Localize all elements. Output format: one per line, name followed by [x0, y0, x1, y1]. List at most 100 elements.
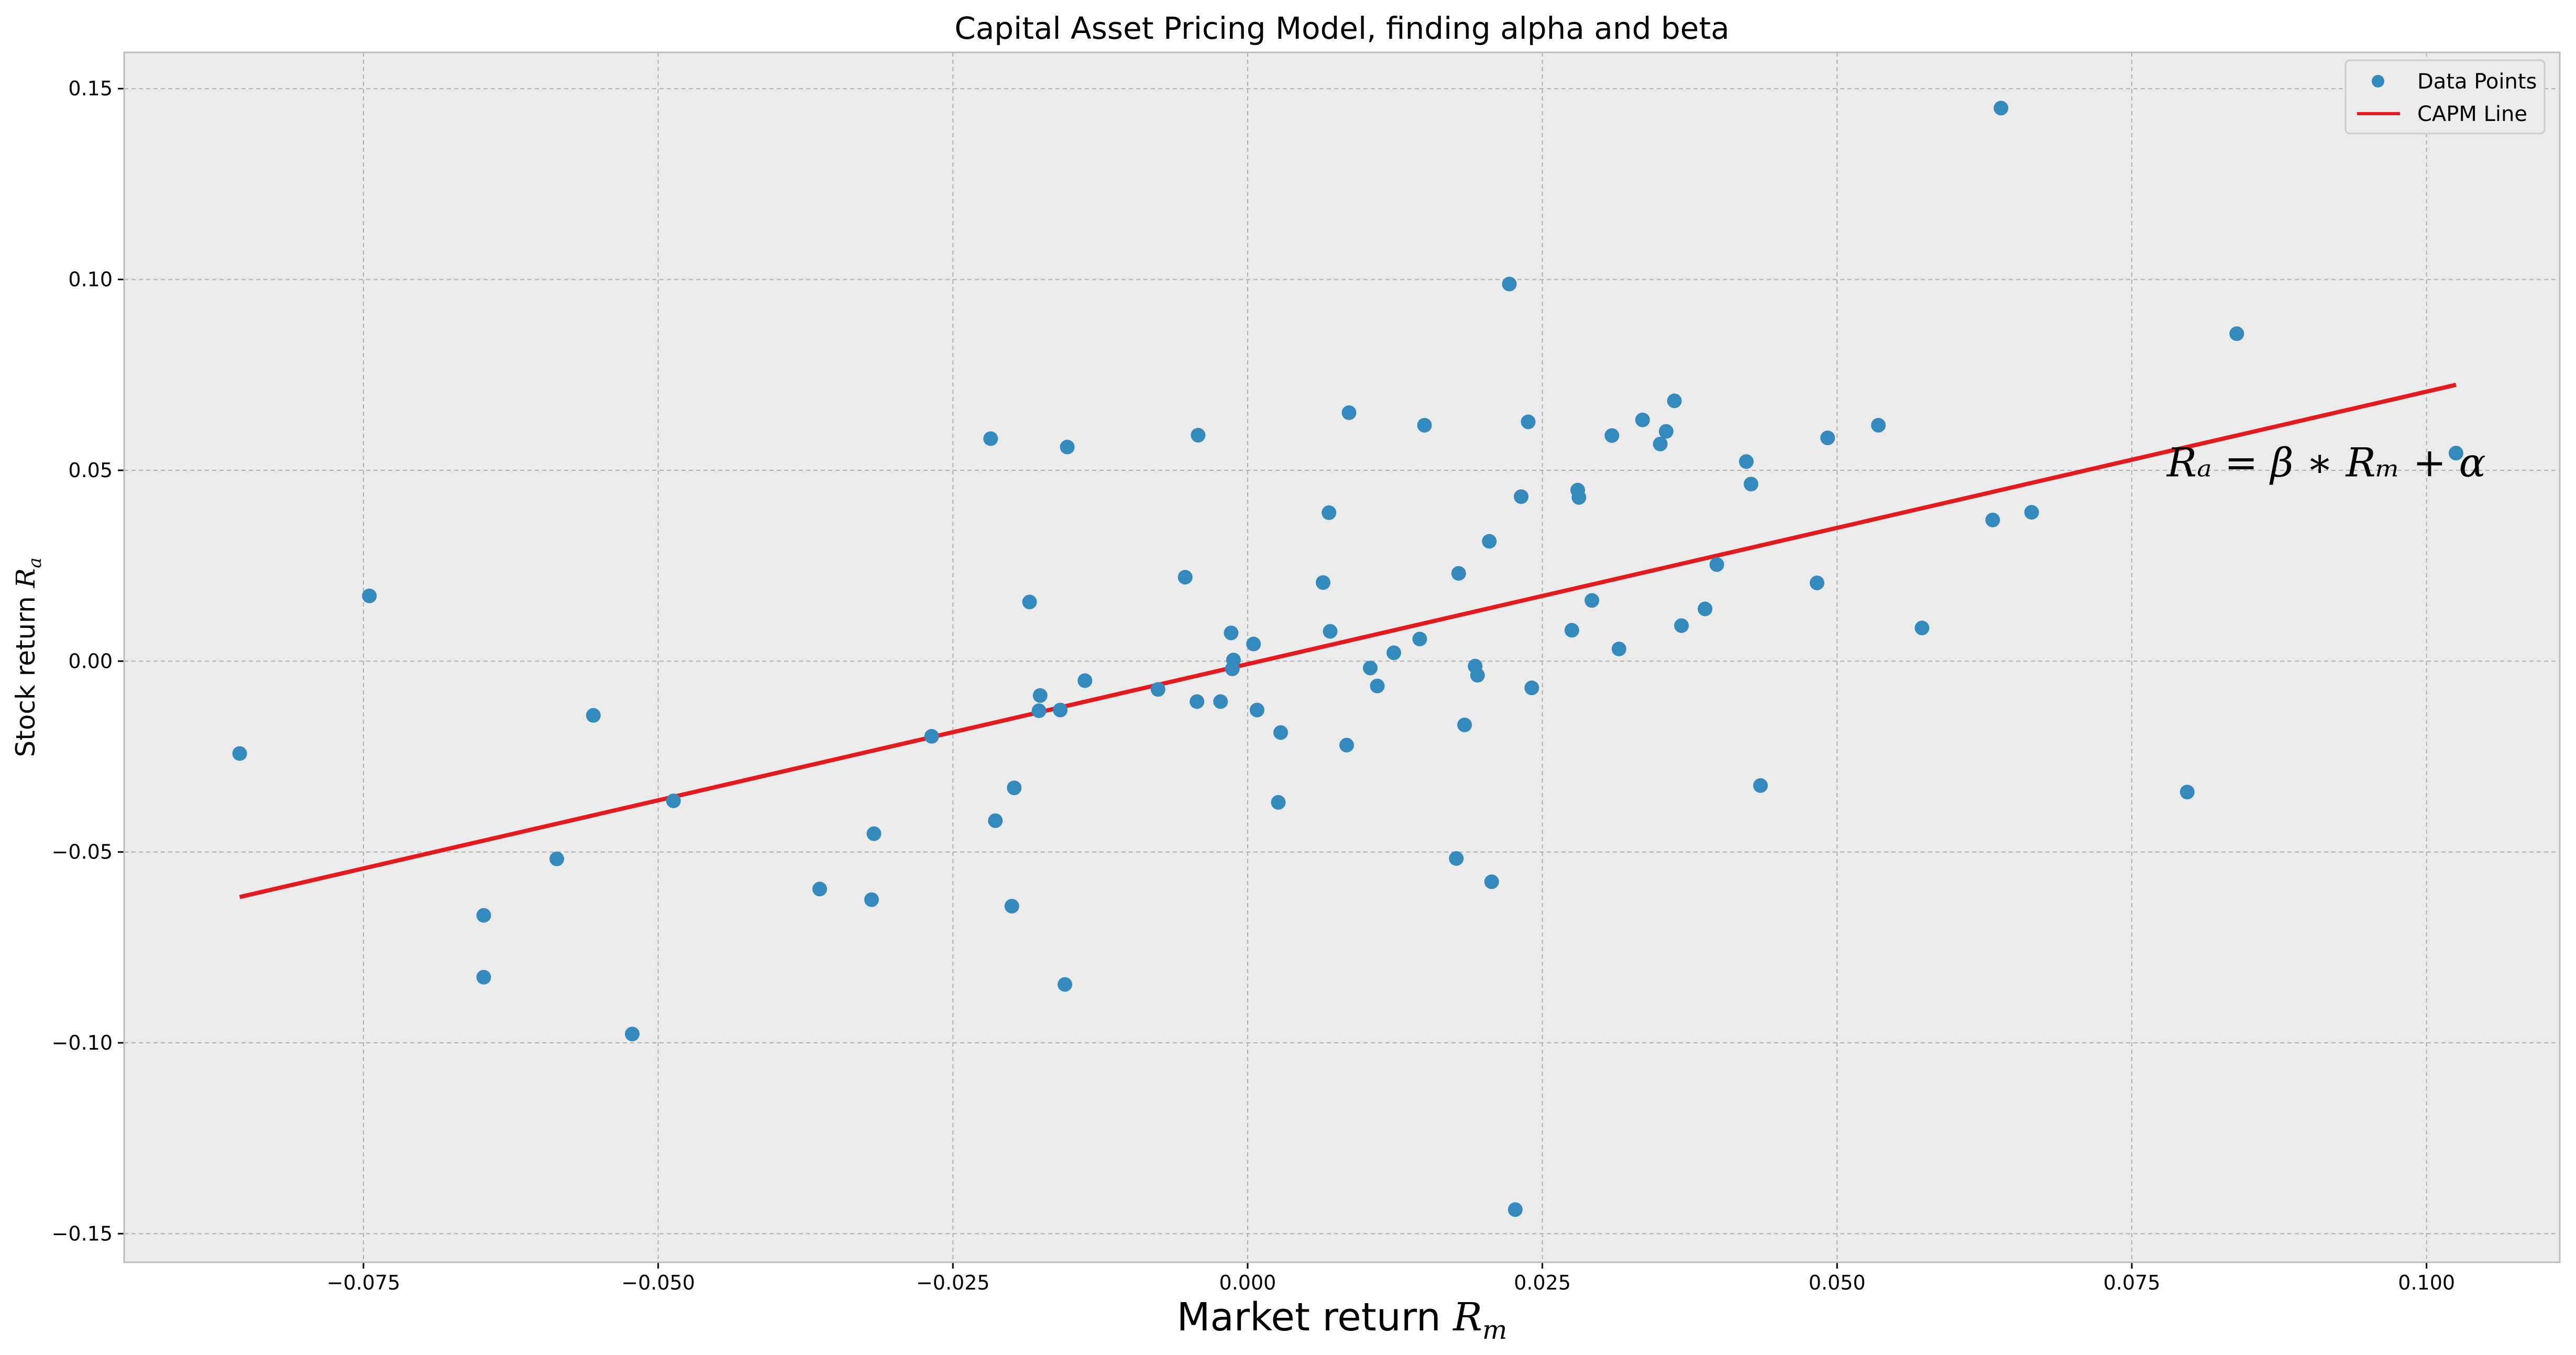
y-tick-label: −0.15	[52, 1222, 113, 1245]
data-point	[1739, 454, 1754, 469]
y-axis-label-math: R	[10, 568, 41, 589]
data-point	[1914, 620, 1930, 635]
capm-line	[239, 382, 2457, 899]
data-point	[586, 708, 601, 723]
x-tick-label: 0.050	[1809, 1271, 1866, 1294]
data-point	[1871, 417, 1886, 433]
data-point	[1053, 702, 1068, 718]
data-point	[2179, 785, 2195, 800]
data-point	[1502, 277, 1517, 292]
data-point	[1316, 575, 1330, 590]
data-point	[1177, 570, 1193, 585]
data-point	[1584, 593, 1600, 608]
legend: Data Points CAPM Line	[2344, 59, 2546, 135]
y-axis-label: Stock return Ra	[10, 558, 46, 757]
data-point	[1323, 624, 1338, 639]
data-point	[362, 588, 377, 603]
data-point	[476, 970, 491, 985]
data-point	[476, 908, 491, 923]
plot-border	[123, 51, 2561, 1263]
data-point	[1273, 725, 1288, 740]
data-point	[1213, 694, 1228, 709]
x-tick-label: 0.100	[2398, 1271, 2455, 1294]
data-point	[549, 851, 564, 866]
x-tick-label: 0.075	[2104, 1271, 2161, 1294]
data-point	[1060, 439, 1075, 455]
data-point	[666, 794, 681, 808]
x-tick-label: −0.025	[916, 1271, 990, 1294]
data-point	[1514, 489, 1529, 504]
data-point	[864, 892, 879, 907]
y-tick-label: −0.10	[52, 1031, 113, 1054]
data-point	[1412, 632, 1427, 646]
data-point	[1249, 702, 1264, 718]
data-point	[1604, 428, 1620, 443]
x-axis-label-math: R	[1452, 1295, 1482, 1340]
data-point	[1341, 405, 1357, 420]
axis-ticks: −0.075 −0.050 −0.025 0.000 0.025 0.050 0.075 0.…	[52, 77, 2456, 1294]
x-tick-label: 0.025	[1514, 1271, 1571, 1294]
data-point	[1386, 645, 1401, 660]
data-point	[1271, 795, 1286, 810]
data-point	[866, 826, 882, 841]
data-point	[1457, 718, 1472, 732]
data-point	[1339, 737, 1354, 753]
x-tick-label: −0.075	[327, 1271, 401, 1294]
y-tick-label: 0.10	[68, 268, 113, 291]
x-axis-label-text: Market return	[1177, 1295, 1441, 1340]
y-tick-label: −0.05	[52, 841, 113, 864]
x-tick-label: 0.000	[1219, 1271, 1276, 1294]
data-point	[1370, 678, 1385, 693]
data-point	[1524, 680, 1539, 696]
data-point	[1564, 623, 1579, 638]
data-point	[1226, 653, 1241, 668]
data-point	[924, 729, 939, 744]
y-tick-label: 0.00	[68, 649, 113, 673]
data-point	[2024, 505, 2039, 520]
data-point	[1674, 618, 1689, 633]
data-point	[1571, 490, 1587, 505]
data-point	[1470, 668, 1485, 683]
data-point	[1190, 694, 1205, 709]
data-point	[1521, 414, 1536, 429]
y-tick-label: 0.05	[68, 459, 113, 482]
data-point	[1451, 566, 1466, 581]
data-point	[1322, 505, 1337, 520]
data-point	[2229, 326, 2244, 341]
data-point	[232, 746, 247, 761]
data-point	[1449, 851, 1464, 866]
data-point	[1363, 660, 1378, 676]
legend-label-data-points: Data Points	[2417, 70, 2537, 94]
data-point	[1484, 874, 1499, 889]
legend-marker-data-points	[2372, 75, 2384, 87]
capm-line-layer	[239, 382, 2457, 899]
data-point	[1820, 431, 1835, 445]
data-point	[1709, 557, 1724, 572]
data-point	[1482, 534, 1497, 549]
data-point	[1658, 424, 1674, 439]
data-point	[1004, 899, 1019, 914]
data-point	[812, 882, 827, 897]
data-point	[1077, 673, 1093, 688]
data-point	[1744, 477, 1758, 492]
plot-area	[123, 51, 2561, 1263]
data-point	[1653, 436, 1668, 451]
data-point	[1417, 417, 1432, 433]
chart-title: Capital Asset Pricing Model, finding alp…	[954, 10, 1730, 46]
x-tick-label: −0.050	[621, 1271, 695, 1294]
data-point	[1032, 688, 1048, 703]
y-axis-label-text: Stock return	[10, 596, 41, 757]
y-tick-label: 0.15	[68, 77, 113, 100]
x-axis-label: Market return Rm	[1177, 1295, 1507, 1345]
data-point	[1246, 636, 1261, 652]
grid	[124, 52, 2560, 1262]
data-point	[625, 1027, 640, 1042]
data-point	[1810, 575, 1824, 590]
data-point	[1507, 1202, 1523, 1217]
data-point	[1150, 682, 1165, 697]
data-point	[1667, 393, 1682, 409]
data-points	[232, 101, 2463, 1217]
data-point	[1611, 642, 1626, 656]
data-point	[1058, 977, 1073, 992]
